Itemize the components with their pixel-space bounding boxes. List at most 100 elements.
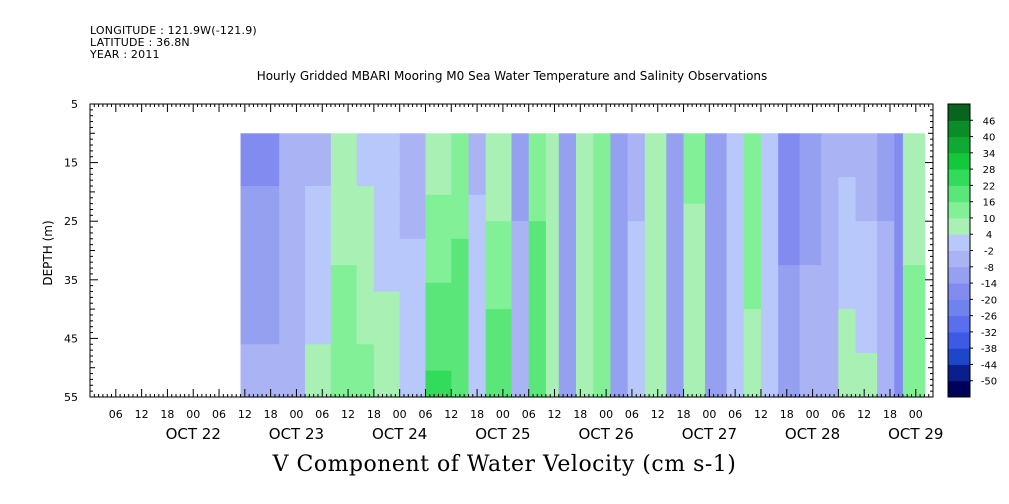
heat-cell: [279, 177, 306, 187]
heat-cell: [399, 335, 427, 345]
x-hour-label: 00: [186, 408, 200, 421]
heat-cell: [610, 344, 629, 354]
heat-cell: [305, 361, 332, 372]
heat-cell: [545, 291, 560, 301]
x-hour-label: 00: [702, 408, 716, 421]
heat-cell: [576, 388, 594, 398]
heat-cell: [593, 159, 612, 170]
heat-cell: [821, 177, 839, 187]
heat-cell: [576, 238, 594, 249]
heat-cell: [373, 186, 401, 196]
heat-cell: [821, 159, 839, 170]
heat-cell: [468, 238, 487, 249]
heat-cell: [485, 335, 513, 345]
heat-cell: [743, 247, 762, 257]
heat-cell: [279, 212, 306, 222]
heat-cell: [511, 265, 530, 275]
heat-cell: [593, 335, 612, 345]
heat-cell: [610, 133, 629, 143]
heat-cell: [726, 256, 745, 266]
heat-cell: [576, 133, 594, 143]
heat-cell: [240, 186, 280, 196]
heat-cell: [894, 379, 904, 389]
heat-cell: [373, 203, 401, 214]
heat-cell: [528, 273, 547, 284]
heat-cell: [760, 221, 779, 231]
heat-cell: [451, 326, 470, 337]
heat-cell: [240, 212, 280, 222]
heat-cell: [305, 203, 332, 214]
heat-cell: [558, 335, 577, 345]
heat-cell: [279, 256, 306, 266]
heat-cell: [683, 379, 706, 389]
heat-cell: [425, 177, 452, 187]
y-tick-label: 35: [64, 274, 78, 287]
heat-cell: [576, 194, 594, 205]
heat-cell: [666, 388, 685, 398]
heat-cell: [799, 133, 822, 143]
heat-cell: [511, 317, 530, 328]
heat-cell: [610, 212, 629, 222]
heat-cell: [576, 168, 594, 178]
heat-cell: [683, 133, 706, 143]
heat-cell: [778, 212, 801, 222]
heat-cell: [799, 282, 822, 293]
colorbar-label: 40: [983, 133, 996, 144]
heat-cell: [240, 273, 280, 284]
heat-cell: [705, 150, 728, 161]
heat-cell: [778, 291, 801, 301]
heat-cell: [356, 344, 375, 354]
heat-cell: [902, 229, 925, 240]
heat-cell: [683, 265, 706, 275]
heat-cell: [666, 203, 685, 214]
heat-cell: [726, 177, 745, 187]
heat-cell: [468, 212, 487, 222]
heat-cell: [902, 282, 925, 293]
heat-cell: [726, 203, 745, 214]
heat-cell: [821, 265, 839, 275]
heat-cell: [778, 353, 801, 363]
heat-cell: [610, 203, 629, 214]
heat-cell: [593, 344, 612, 354]
heat-cell: [683, 317, 706, 328]
heat-cell: [838, 133, 857, 143]
heat-cell: [838, 186, 857, 196]
heat-cell: [877, 150, 895, 161]
heat-cell: [451, 186, 470, 196]
heat-cell: [821, 238, 839, 249]
heat-cell: [799, 273, 822, 284]
heat-cell: [511, 150, 530, 161]
heat-cell: [627, 273, 646, 284]
heat-cell: [821, 388, 839, 398]
heat-cell: [838, 273, 857, 284]
heat-cell: [877, 335, 895, 345]
heat-cell: [743, 203, 762, 214]
heat-cell: [468, 282, 487, 293]
heat-cell: [240, 194, 280, 205]
heat-cell: [468, 159, 487, 170]
heat-cell: [627, 238, 646, 249]
heat-cell: [799, 326, 822, 337]
heat-cell: [330, 273, 358, 284]
heat-cell: [705, 300, 728, 310]
heat-cell: [760, 317, 779, 328]
heat-cell: [683, 203, 706, 214]
heat-cell: [610, 247, 629, 257]
heat-cell: [356, 388, 375, 398]
heat-cell: [545, 247, 560, 257]
heat-cell: [855, 300, 878, 310]
heat-cell: [726, 282, 745, 293]
heat-cell: [760, 388, 779, 398]
heat-cell: [838, 379, 857, 389]
heat-cell: [593, 353, 612, 363]
heat-cell: [666, 282, 685, 293]
heat-cell: [610, 370, 629, 381]
heat-cell: [683, 238, 706, 249]
heat-cell: [666, 194, 685, 205]
heat-cell: [528, 335, 547, 345]
heat-cell: [705, 361, 728, 372]
x-hour-label: 00: [909, 408, 923, 421]
heat-cell: [330, 177, 358, 187]
heat-cell: [683, 221, 706, 231]
heat-cell: [451, 370, 470, 381]
